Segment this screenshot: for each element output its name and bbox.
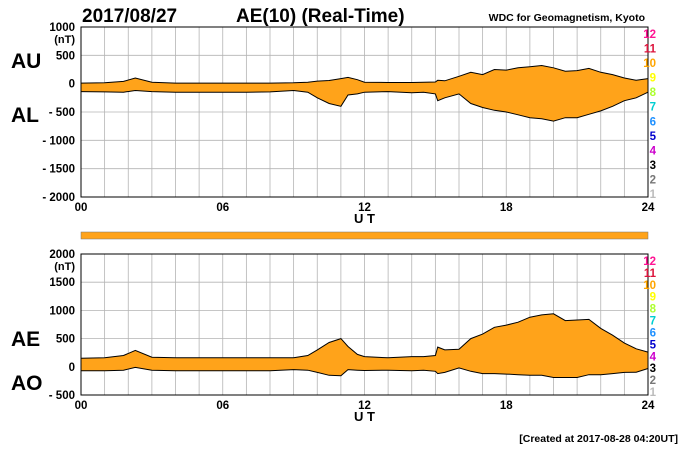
station-count-label: 1 xyxy=(650,189,657,201)
station-count-label: 7 xyxy=(650,102,656,114)
x-tick-label: 12 xyxy=(358,400,371,412)
station-count-label: 1 xyxy=(650,387,657,399)
chart-title: AE(10) (Real-Time) xyxy=(236,6,405,27)
y-tick-label: - 2000 xyxy=(42,192,75,204)
station-count-label: 8 xyxy=(650,87,657,99)
x-tick-label: 18 xyxy=(500,202,513,214)
y-unit-label: (nT) xyxy=(54,34,75,46)
station-count-label: 9 xyxy=(650,292,656,304)
station-count-label: 6 xyxy=(650,116,656,128)
x-tick-label: 00 xyxy=(75,400,88,412)
station-count-label: 3 xyxy=(650,160,656,172)
station-count-label: 4 xyxy=(650,145,657,157)
station-count-label: 4 xyxy=(650,351,657,363)
x-tick-label: 06 xyxy=(216,400,229,412)
x-axis-label: U T xyxy=(354,409,375,424)
series-line-ae xyxy=(80,313,649,359)
series-label-au: AU xyxy=(11,50,41,73)
station-count-label: 7 xyxy=(650,316,656,328)
y-unit-label: (nT) xyxy=(54,261,75,273)
series-label-al: AL xyxy=(11,104,39,127)
series-line-au xyxy=(80,64,649,84)
station-count-label: 11 xyxy=(644,44,657,56)
index-fill-area xyxy=(81,313,648,378)
station-count-label: 5 xyxy=(650,339,657,351)
x-tick-label: 00 xyxy=(75,202,88,214)
station-count-label: 3 xyxy=(650,363,656,375)
y-tick-label: 1500 xyxy=(49,277,75,289)
y-tick-label: - 500 xyxy=(49,390,75,402)
station-count-label: 9 xyxy=(650,73,656,85)
created-timestamp: [Created at 2017-08-28 04:20UT] xyxy=(519,433,678,445)
y-tick-label: 0 xyxy=(69,79,75,91)
chart-panel-1: 1000 500 0 - 500 - 1000 - 1500 - 2000 (nT) 00 06 1… xyxy=(11,22,657,226)
station-coverage-bar xyxy=(80,231,649,240)
y-tick-label: 1000 xyxy=(49,22,75,34)
station-count-scale: 12 11 10 9 8 7 6 5 4 3 2 1 xyxy=(643,29,656,201)
series-line-al xyxy=(80,89,649,122)
station-count-label: 10 xyxy=(643,280,656,292)
x-tick-label: 12 xyxy=(358,202,371,214)
y-tick-label: 2000 xyxy=(49,249,75,261)
chart-date: 2017/08/27 xyxy=(82,6,177,27)
station-count-label: 12 xyxy=(643,256,656,268)
series-line-ao xyxy=(81,366,649,378)
station-count-label: 5 xyxy=(650,131,657,143)
source-label: WDC for Geomagnetism, Kyoto xyxy=(489,12,645,24)
station-count-label: 12 xyxy=(643,29,656,41)
y-tick-label: - 500 xyxy=(49,107,75,119)
x-tick-label: 24 xyxy=(642,400,655,412)
y-tick-label: 500 xyxy=(56,50,75,62)
series-label-ae: AE xyxy=(11,328,40,351)
plot-frame xyxy=(80,253,649,396)
station-count-label: 6 xyxy=(650,327,656,339)
x-tick-label: 06 xyxy=(216,202,229,214)
station-count-label: 2 xyxy=(650,375,656,387)
y-tick-label: - 1500 xyxy=(42,164,75,176)
y-tick-label: 500 xyxy=(56,334,75,346)
y-tick-label: - 1000 xyxy=(42,135,75,147)
station-count-label: 8 xyxy=(650,304,657,316)
x-axis-label: U T xyxy=(354,211,375,226)
plot-frame xyxy=(80,26,649,198)
series-label-ao: AO xyxy=(11,372,43,395)
x-tick-label: 24 xyxy=(642,202,655,214)
y-tick-label: 1000 xyxy=(49,305,75,317)
station-count-label: 10 xyxy=(643,58,656,70)
x-tick-label: 18 xyxy=(500,400,513,412)
station-count-label: 2 xyxy=(650,174,656,186)
y-tick-label: 0 xyxy=(69,362,75,374)
index-fill-area xyxy=(81,65,648,122)
station-count-label: 11 xyxy=(644,268,657,280)
